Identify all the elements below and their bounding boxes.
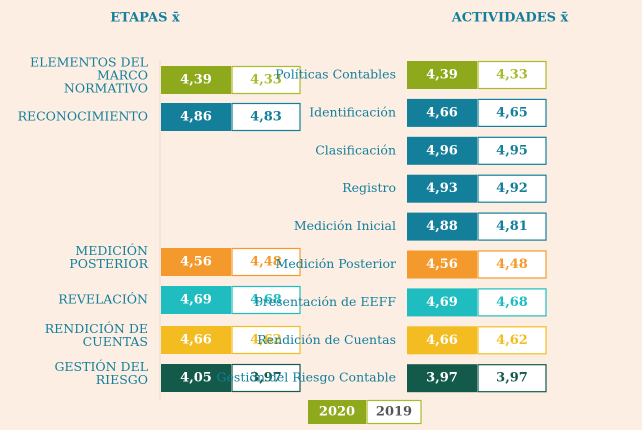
box-2020 bbox=[161, 248, 231, 276]
box-2020 bbox=[407, 136, 477, 165]
legend-2019-label: 2019 bbox=[376, 405, 412, 420]
legend-2020 bbox=[308, 400, 366, 424]
box-2020 bbox=[407, 250, 477, 279]
activities-title: ACTIVIDADES x̄ bbox=[451, 11, 569, 26]
value-2019: 4,92 bbox=[496, 181, 528, 196]
value-2019: 4,48 bbox=[250, 255, 282, 270]
value-2020: 4,88 bbox=[426, 219, 458, 234]
value-2020: 4,39 bbox=[180, 73, 212, 88]
value-2020: 4,56 bbox=[180, 255, 212, 270]
stage-label: POSTERIOR bbox=[69, 256, 148, 271]
stage-label: RENDICIÓN DE bbox=[45, 320, 148, 336]
value-2019: 4,33 bbox=[250, 73, 282, 88]
box-2019 bbox=[231, 363, 301, 393]
activity-label: Gestión del Riesgo Contable bbox=[217, 370, 396, 385]
value-2019: 4,48 bbox=[496, 257, 528, 272]
value-2019: 4,81 bbox=[496, 219, 528, 234]
box-2020 bbox=[407, 288, 477, 317]
stage-label: GESTIÓN DEL bbox=[54, 358, 148, 374]
box-2019 bbox=[477, 60, 547, 90]
value-2019: 4,68 bbox=[496, 295, 528, 310]
box-2020 bbox=[407, 212, 477, 241]
box-2019 bbox=[477, 98, 547, 128]
value-2019: 3,97 bbox=[250, 371, 282, 386]
box-2020 bbox=[161, 103, 231, 131]
box-2019 bbox=[231, 65, 301, 95]
box-2019 bbox=[477, 136, 547, 165]
box-2020 bbox=[161, 286, 231, 314]
box-2020 bbox=[407, 326, 477, 355]
activity-label: Medición Posterior bbox=[276, 256, 397, 271]
stages-title: ETAPAS x̄ bbox=[110, 11, 180, 26]
value-2020: 4,66 bbox=[180, 333, 212, 348]
stage-label: ELEMENTOS DEL bbox=[30, 55, 148, 70]
box-2019 bbox=[477, 174, 547, 203]
value-2020: 4,66 bbox=[426, 333, 458, 348]
box-2019 bbox=[477, 212, 547, 241]
box-2020 bbox=[407, 364, 477, 393]
box-2019 bbox=[231, 247, 301, 277]
activity-label: Registro bbox=[342, 180, 396, 195]
stage-label: CUENTAS bbox=[83, 334, 148, 349]
value-2020: 4,05 bbox=[180, 371, 212, 386]
value-2019: 4,62 bbox=[250, 333, 282, 348]
box-2019 bbox=[231, 325, 301, 355]
stage-label: NORMATIVO bbox=[64, 81, 148, 96]
value-2019: 4,65 bbox=[496, 105, 528, 120]
value-2019: 4,33 bbox=[496, 68, 528, 83]
value-2020: 4,96 bbox=[426, 143, 458, 158]
value-2019: 4,83 bbox=[250, 110, 282, 125]
activity-label: Presentación de EEFF bbox=[254, 294, 396, 309]
activity-label: Políticas Contables bbox=[275, 67, 396, 82]
value-2020: 4,66 bbox=[426, 105, 458, 120]
stage-label: REVELACIÓN bbox=[58, 291, 148, 307]
value-2020: 4,93 bbox=[426, 181, 458, 196]
stage-label: MARCO bbox=[97, 68, 148, 83]
legend-2020-label: 2020 bbox=[319, 405, 355, 420]
value-2019: 4,95 bbox=[496, 143, 528, 158]
activity-label: Identificación bbox=[309, 104, 396, 119]
box-2020 bbox=[407, 98, 477, 127]
value-2020: 4,69 bbox=[426, 295, 458, 310]
value-2020: 3,97 bbox=[426, 371, 458, 386]
box-2020 bbox=[407, 61, 477, 89]
box-2019 bbox=[477, 326, 547, 355]
box-2019 bbox=[477, 364, 547, 393]
activity-label: Medición Inicial bbox=[294, 218, 396, 233]
value-2020: 4,39 bbox=[426, 68, 458, 83]
box-2019 bbox=[477, 288, 547, 317]
value-2019: 3,97 bbox=[496, 371, 528, 386]
activity-label: Rendición de Cuentas bbox=[257, 332, 396, 347]
stage-label: RECONOCIMIENTO bbox=[18, 109, 148, 124]
value-2020: 4,86 bbox=[180, 110, 212, 125]
box-2019 bbox=[231, 285, 301, 315]
value-2020: 4,69 bbox=[180, 293, 212, 308]
stage-label: RIESGO bbox=[96, 372, 148, 387]
box-2020 bbox=[161, 326, 231, 354]
value-2019: 4,68 bbox=[250, 293, 282, 308]
box-2019 bbox=[231, 102, 301, 132]
value-2020: 4,56 bbox=[426, 257, 458, 272]
box-2019 bbox=[477, 250, 547, 279]
box-2020 bbox=[407, 174, 477, 203]
legend-2019 bbox=[366, 399, 422, 425]
box-2020 bbox=[161, 66, 231, 94]
stage-label: MEDICIÓN bbox=[75, 242, 148, 258]
value-2019: 4,62 bbox=[496, 333, 528, 348]
activity-label: Clasificación bbox=[315, 142, 396, 157]
box-2020 bbox=[161, 364, 231, 392]
